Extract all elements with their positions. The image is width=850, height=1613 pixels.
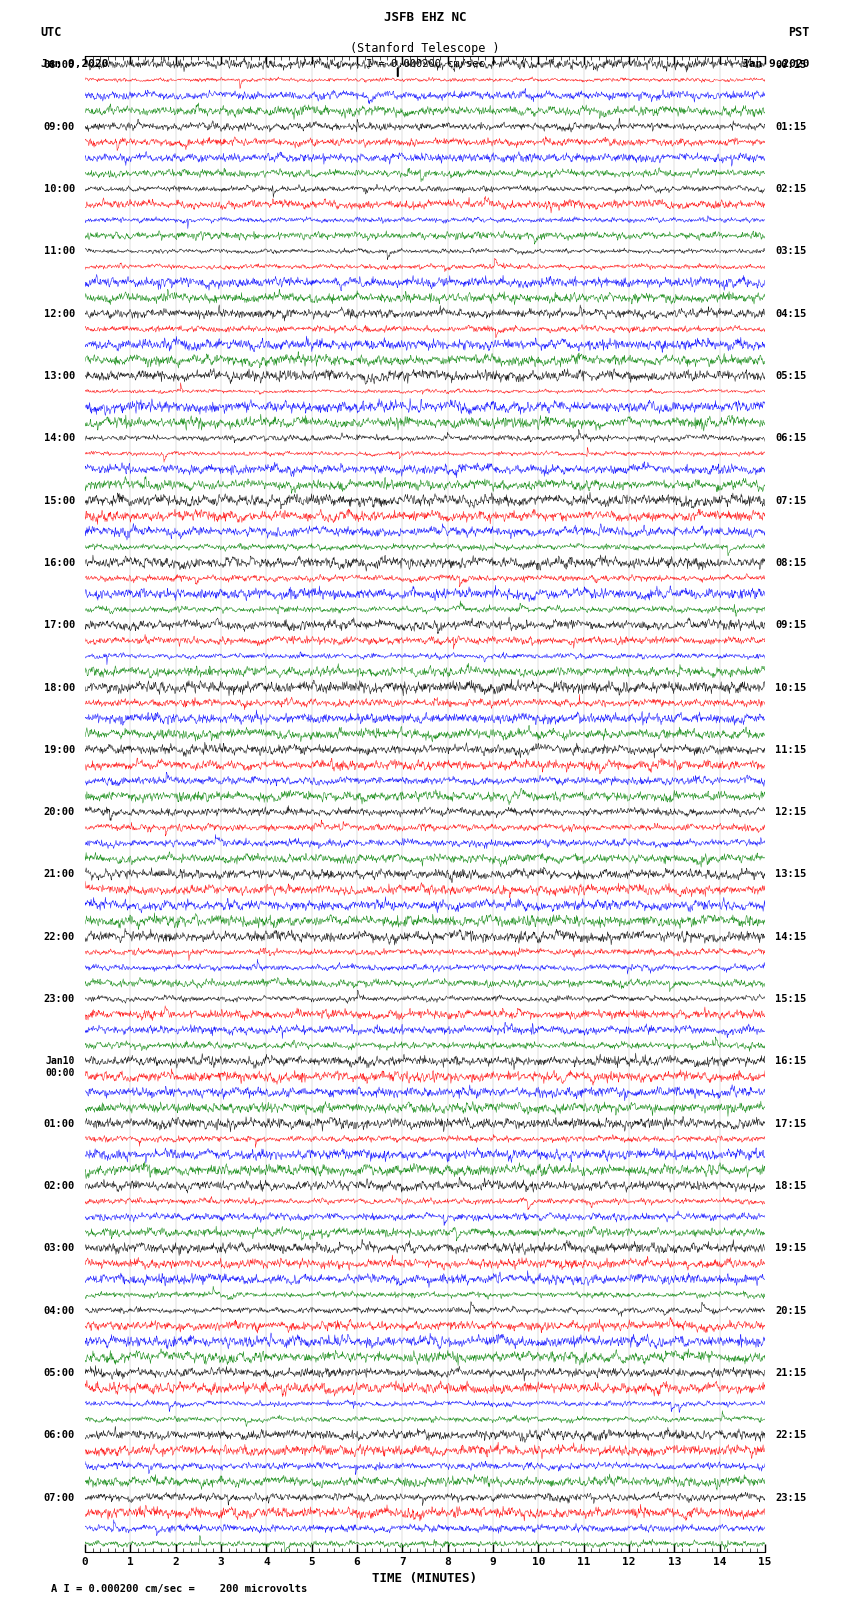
Text: 09:00: 09:00 bbox=[44, 123, 75, 132]
Text: 06:00: 06:00 bbox=[44, 1431, 75, 1440]
Text: 01:00: 01:00 bbox=[44, 1119, 75, 1129]
Text: 14:00: 14:00 bbox=[44, 434, 75, 444]
Text: 20:00: 20:00 bbox=[44, 806, 75, 818]
Text: 07:15: 07:15 bbox=[775, 495, 806, 506]
Text: 05:00: 05:00 bbox=[44, 1368, 75, 1378]
Text: 13:15: 13:15 bbox=[775, 869, 806, 879]
Text: 00:15: 00:15 bbox=[775, 60, 806, 69]
Text: 13:00: 13:00 bbox=[44, 371, 75, 381]
Text: 01:15: 01:15 bbox=[775, 123, 806, 132]
Text: 02:00: 02:00 bbox=[44, 1181, 75, 1190]
Text: 17:00: 17:00 bbox=[44, 621, 75, 631]
Text: 12:15: 12:15 bbox=[775, 806, 806, 818]
Text: 21:00: 21:00 bbox=[44, 869, 75, 879]
Text: 07:00: 07:00 bbox=[44, 1492, 75, 1503]
Text: 03:15: 03:15 bbox=[775, 247, 806, 256]
Text: 22:00: 22:00 bbox=[44, 932, 75, 942]
Text: 16:00: 16:00 bbox=[44, 558, 75, 568]
Text: 02:15: 02:15 bbox=[775, 184, 806, 194]
Text: 10:15: 10:15 bbox=[775, 682, 806, 692]
Text: 17:15: 17:15 bbox=[775, 1119, 806, 1129]
Text: Jan10
00:00: Jan10 00:00 bbox=[46, 1057, 75, 1077]
Text: 11:00: 11:00 bbox=[44, 247, 75, 256]
Text: 15:15: 15:15 bbox=[775, 994, 806, 1005]
Text: 03:00: 03:00 bbox=[44, 1244, 75, 1253]
Text: PST: PST bbox=[788, 26, 809, 39]
Text: 16:15: 16:15 bbox=[775, 1057, 806, 1066]
Text: 20:15: 20:15 bbox=[775, 1305, 806, 1316]
Text: 14:15: 14:15 bbox=[775, 932, 806, 942]
Text: I = 0.000200 cm/sec: I = 0.000200 cm/sec bbox=[366, 60, 484, 69]
X-axis label: TIME (MINUTES): TIME (MINUTES) bbox=[372, 1573, 478, 1586]
Text: 19:00: 19:00 bbox=[44, 745, 75, 755]
Text: 04:15: 04:15 bbox=[775, 308, 806, 319]
Text: 23:00: 23:00 bbox=[44, 994, 75, 1005]
Text: 18:15: 18:15 bbox=[775, 1181, 806, 1190]
Text: UTC: UTC bbox=[41, 26, 62, 39]
Text: 11:15: 11:15 bbox=[775, 745, 806, 755]
Text: 15:00: 15:00 bbox=[44, 495, 75, 506]
Text: JSFB EHZ NC: JSFB EHZ NC bbox=[383, 11, 467, 24]
Text: Jan 9,2020: Jan 9,2020 bbox=[41, 60, 108, 69]
Text: 21:15: 21:15 bbox=[775, 1368, 806, 1378]
Text: 04:00: 04:00 bbox=[44, 1305, 75, 1316]
Text: 05:15: 05:15 bbox=[775, 371, 806, 381]
Text: 23:15: 23:15 bbox=[775, 1492, 806, 1503]
Text: 08:00: 08:00 bbox=[44, 60, 75, 69]
Text: 10:00: 10:00 bbox=[44, 184, 75, 194]
Text: 22:15: 22:15 bbox=[775, 1431, 806, 1440]
Text: 08:15: 08:15 bbox=[775, 558, 806, 568]
Text: 06:15: 06:15 bbox=[775, 434, 806, 444]
Text: 09:15: 09:15 bbox=[775, 621, 806, 631]
Text: A I = 0.000200 cm/sec =    200 microvolts: A I = 0.000200 cm/sec = 200 microvolts bbox=[51, 1584, 307, 1594]
Text: Jan 9,2020: Jan 9,2020 bbox=[742, 60, 809, 69]
Text: 18:00: 18:00 bbox=[44, 682, 75, 692]
Text: (Stanford Telescope ): (Stanford Telescope ) bbox=[350, 42, 500, 55]
Text: 19:15: 19:15 bbox=[775, 1244, 806, 1253]
Text: 12:00: 12:00 bbox=[44, 308, 75, 319]
